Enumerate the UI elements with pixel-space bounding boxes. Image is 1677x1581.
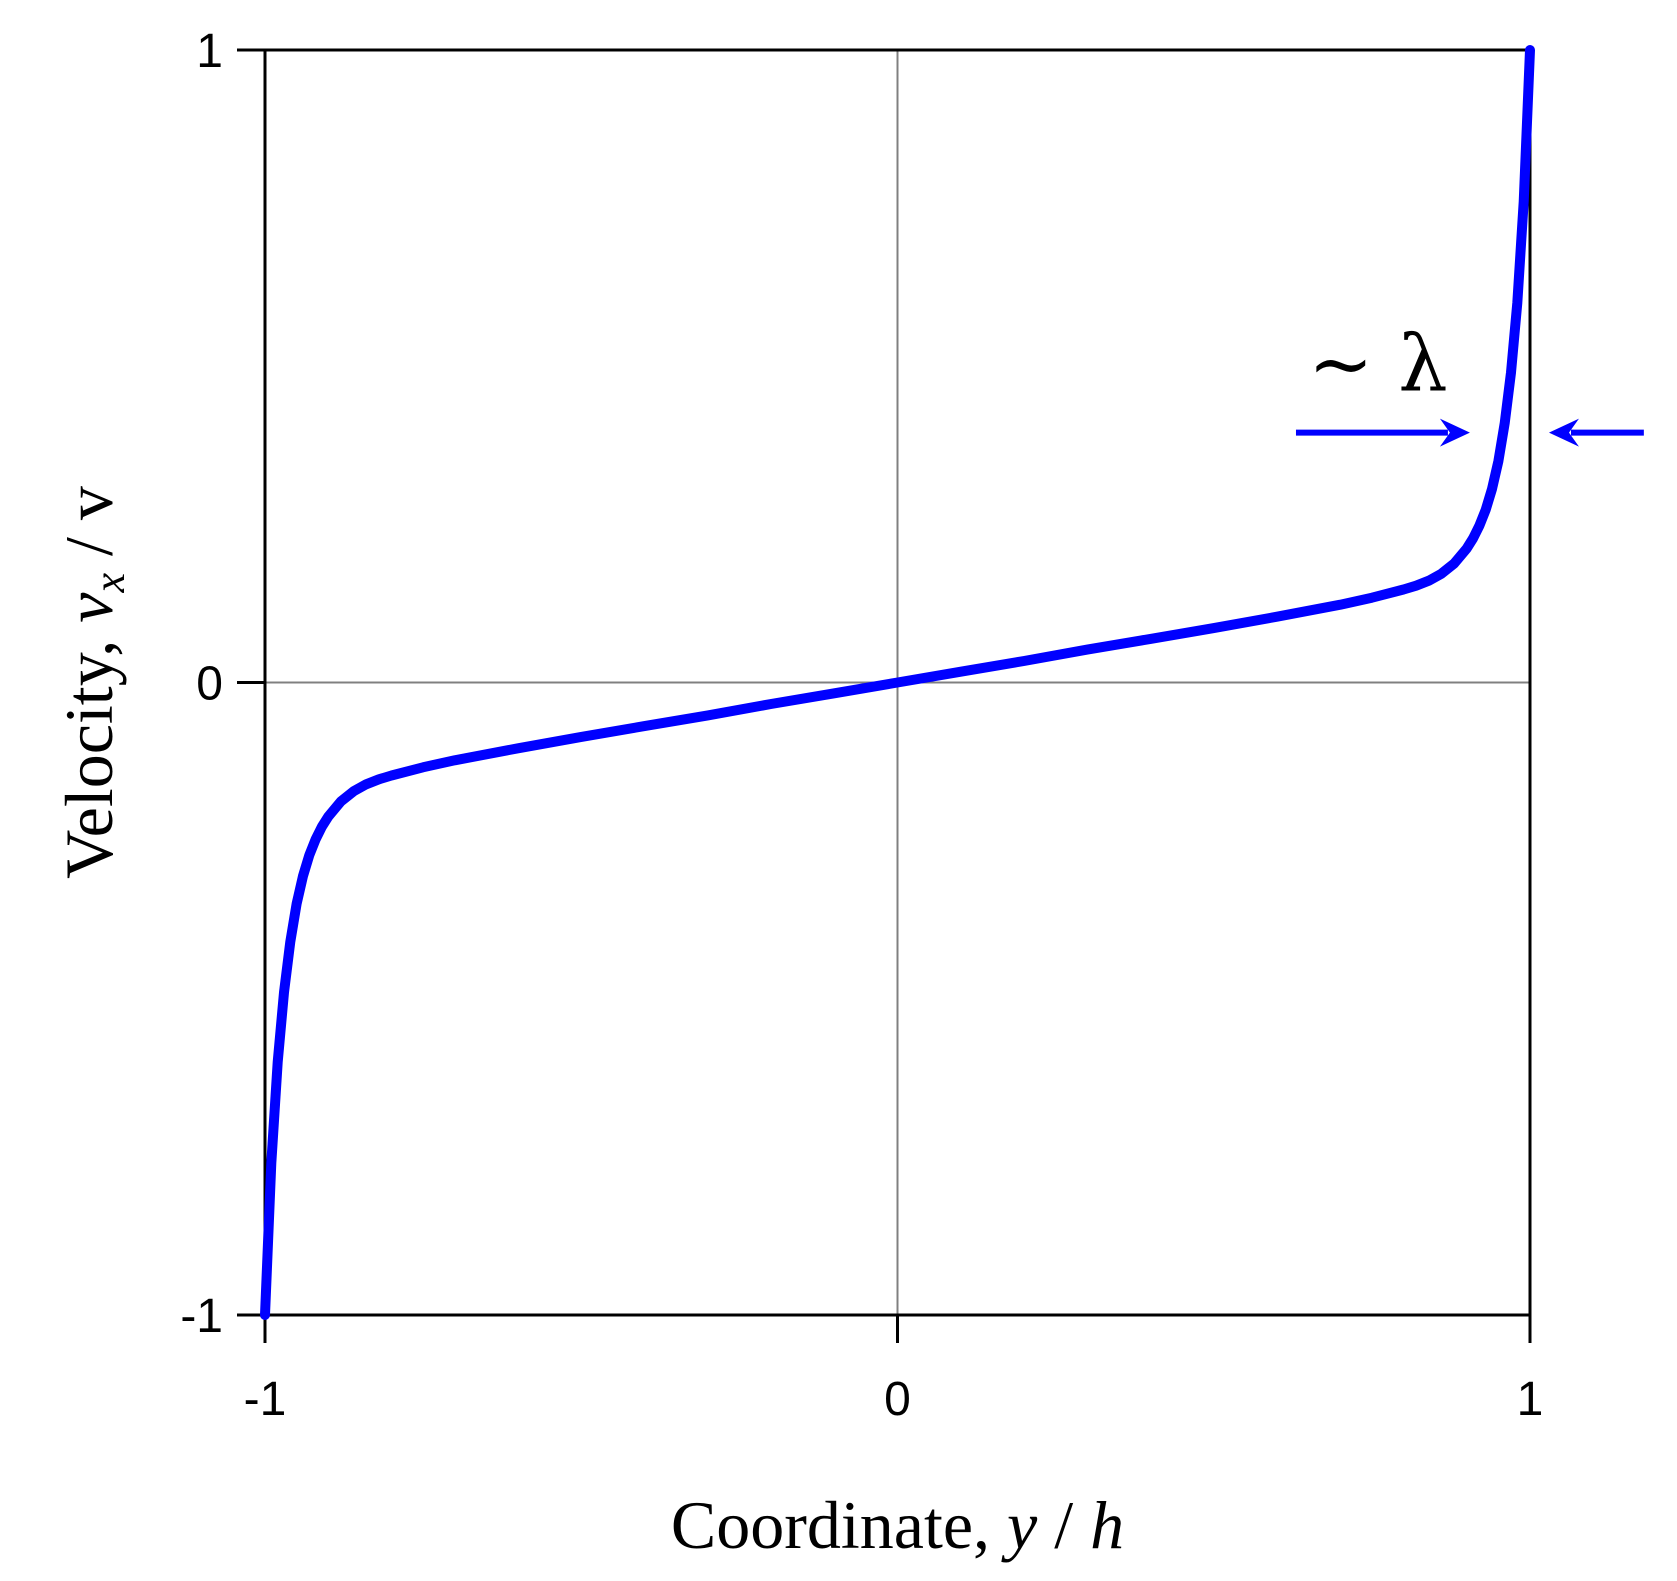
chart-annotations: ~ λ: [1295, 320, 1644, 447]
arrow-right-head: [1439, 418, 1470, 447]
chart-ticks: -1 0 1 -1 0 1: [180, 25, 1543, 1426]
lambda-annotation-label: ~ λ: [1308, 320, 1448, 410]
x-tick-label: -1: [244, 1373, 287, 1426]
y-tick-label: -1: [180, 1290, 223, 1343]
x-tick-label: 1: [1517, 1373, 1544, 1426]
arrow-left-head: [1548, 418, 1579, 447]
chart-series: [260, 45, 1535, 1320]
x-axis-title: Coordinate, y / h: [671, 1487, 1124, 1563]
y-tick-label: 1: [196, 25, 223, 78]
x-tick-label: 0: [884, 1373, 911, 1426]
y-axis-title: Velocity, vx / v: [51, 486, 134, 879]
velocity-profile-line: [260, 45, 1535, 1320]
y-tick-label: 0: [196, 658, 223, 711]
